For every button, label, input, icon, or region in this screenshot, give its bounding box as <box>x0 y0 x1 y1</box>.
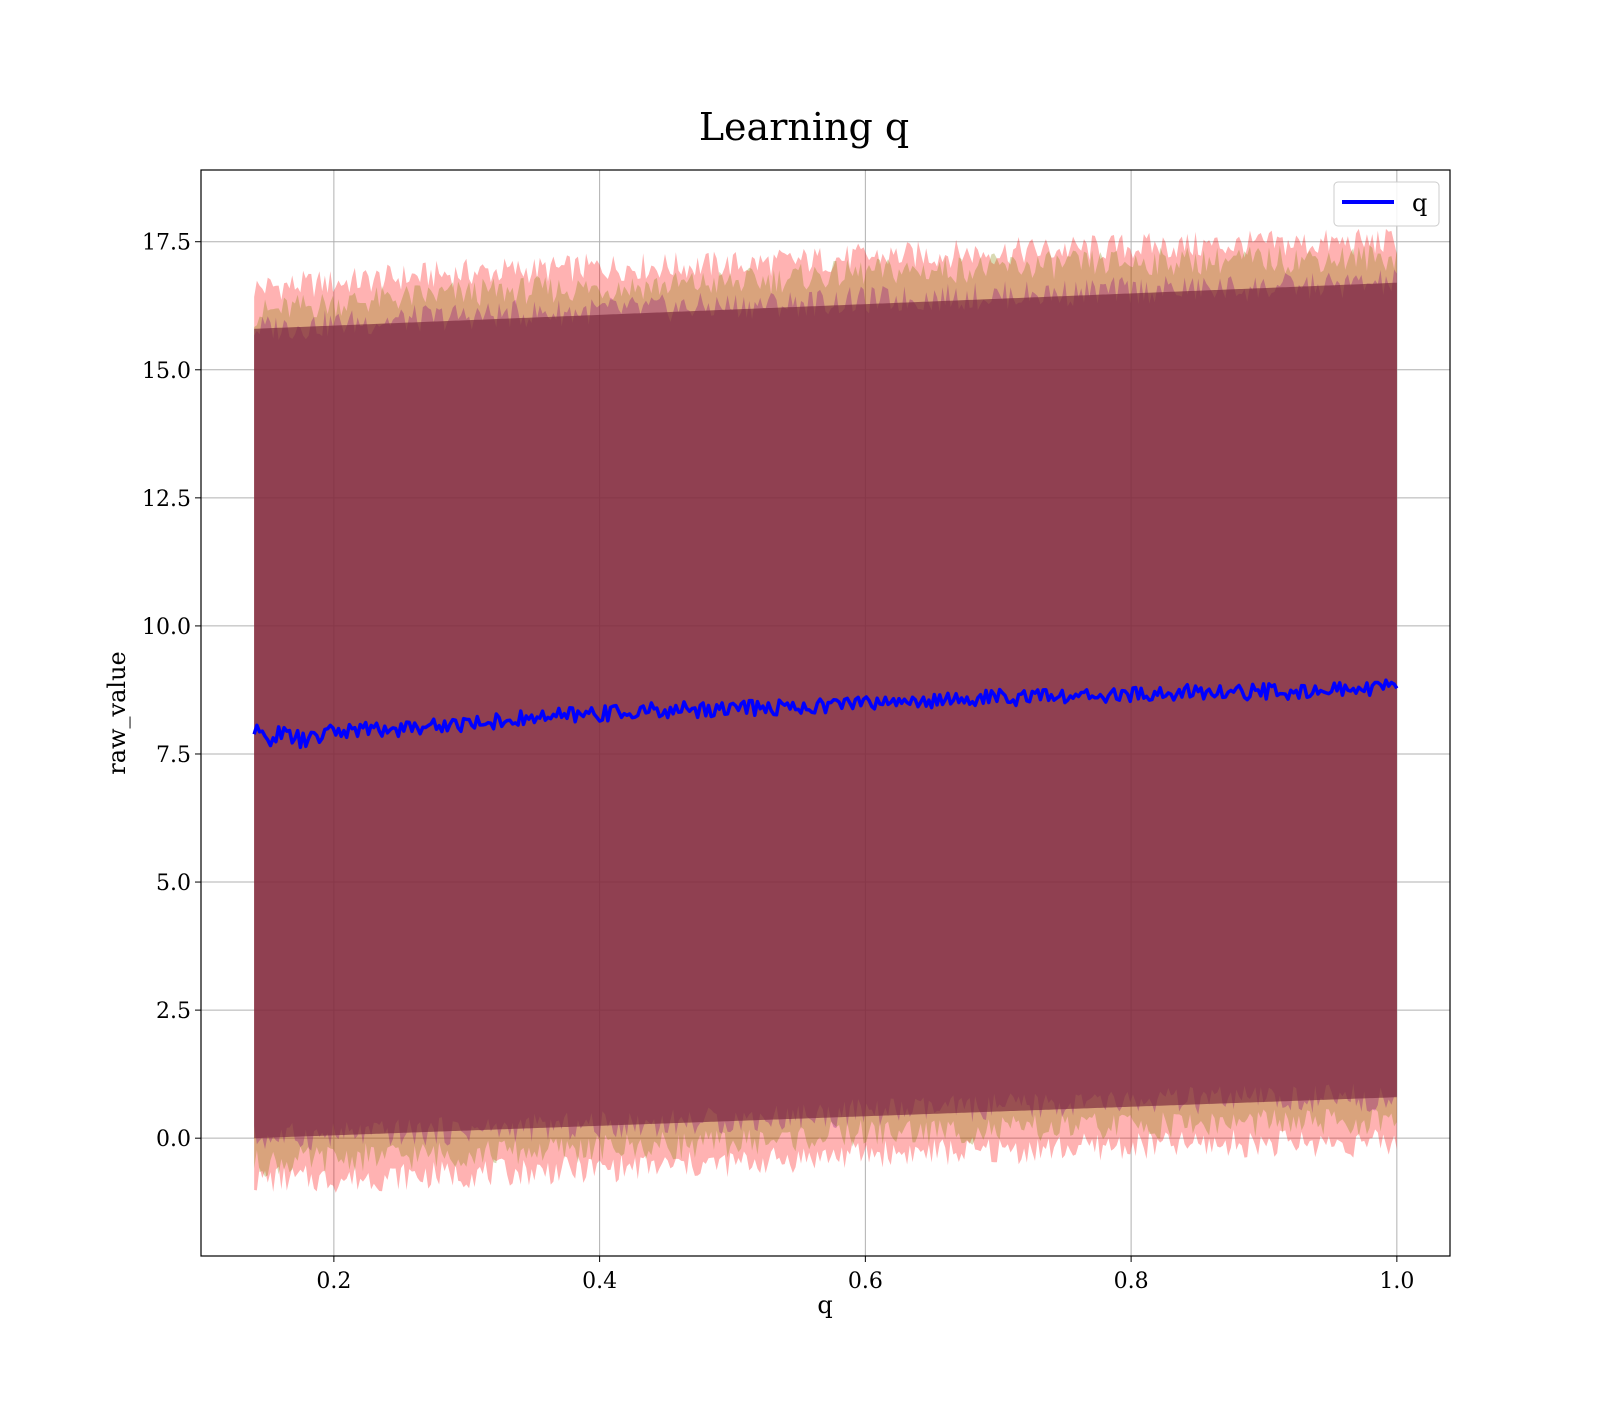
y-tick-label: 12.5 <box>142 487 191 512</box>
legend: q <box>1333 181 1440 227</box>
chart-title: Learning q <box>699 105 909 149</box>
y-axis-ticks: 0.0 2.5 5.0 7.5 10.0 12.5 15.0 17.5 <box>142 231 201 1152</box>
plot-frame <box>200 169 1451 1257</box>
y-tick-label: 10.0 <box>142 615 191 640</box>
legend-label-q: q <box>1412 189 1427 217</box>
line-layer <box>252 678 1399 750</box>
x-tick-label: 1.0 <box>1379 1269 1414 1294</box>
y-tick-label: 7.5 <box>156 743 191 768</box>
y-tick-label: 15.0 <box>142 359 191 384</box>
y-tick-label: 5.0 <box>156 871 191 896</box>
x-axis-label: q <box>817 1291 832 1319</box>
y-axis-label: raw_value <box>103 651 131 775</box>
x-tick-label: 0.6 <box>848 1269 883 1294</box>
y-tick-label: 2.5 <box>156 999 191 1024</box>
x-tick-label: 0.8 <box>1114 1269 1149 1294</box>
x-axis-ticks: 0.2 0.4 0.6 0.8 1.0 <box>316 1256 1414 1294</box>
y-tick-label: 17.5 <box>142 231 191 256</box>
y-tick-label: 0.0 <box>156 1127 191 1152</box>
x-tick-label: 0.2 <box>316 1269 351 1294</box>
x-tick-label: 0.4 <box>582 1269 617 1294</box>
series-line-q <box>252 678 1399 750</box>
